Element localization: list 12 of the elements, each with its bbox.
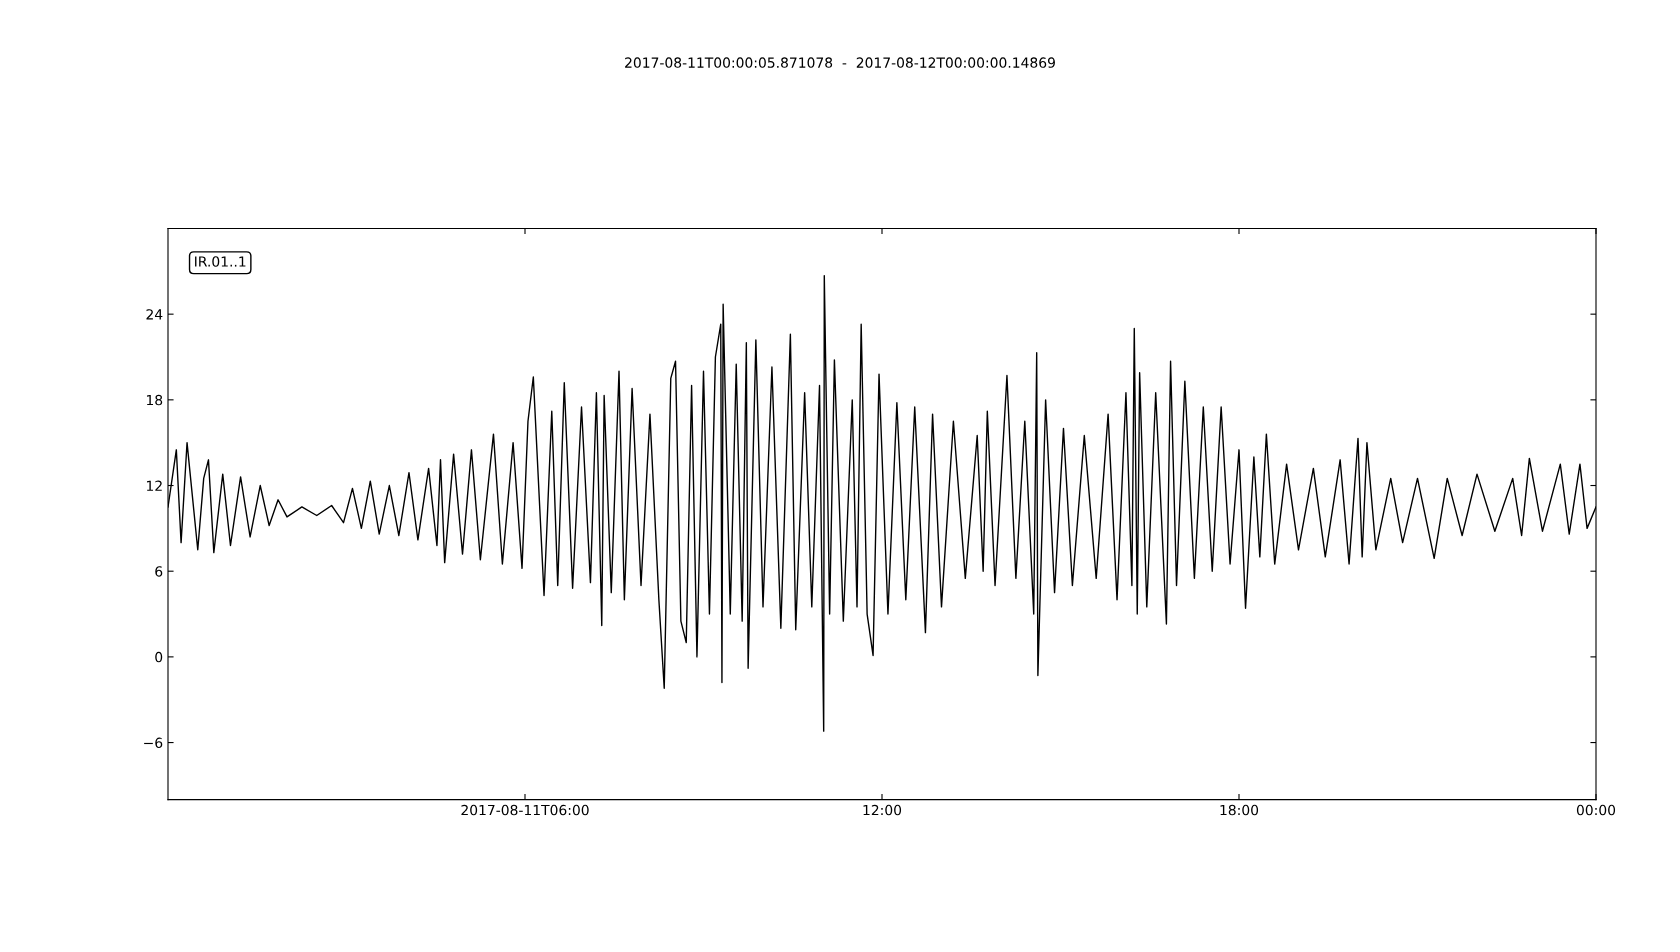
x-tick-label: 18:00: [1220, 804, 1259, 816]
y-tick-label: 12: [146, 480, 162, 491]
annotation: IR.01..1: [195, 256, 246, 267]
x-tick-label: 12:00: [863, 804, 902, 816]
y-tick-label: 24: [146, 309, 163, 320]
x-tick-label: 2017-08-11T06:00: [461, 804, 589, 816]
chart-title: 2017-08-11T00:00:05.871078 - 2017-08-12T00:00:00.14869: [625, 57, 1055, 68]
y-tick-label: −6: [144, 737, 163, 749]
y-tick-label: 18: [146, 394, 163, 406]
y-tick-label: 6: [155, 566, 163, 577]
x-tick-label: 00:00: [1576, 804, 1616, 816]
y-tick-label: 0: [155, 651, 163, 663]
